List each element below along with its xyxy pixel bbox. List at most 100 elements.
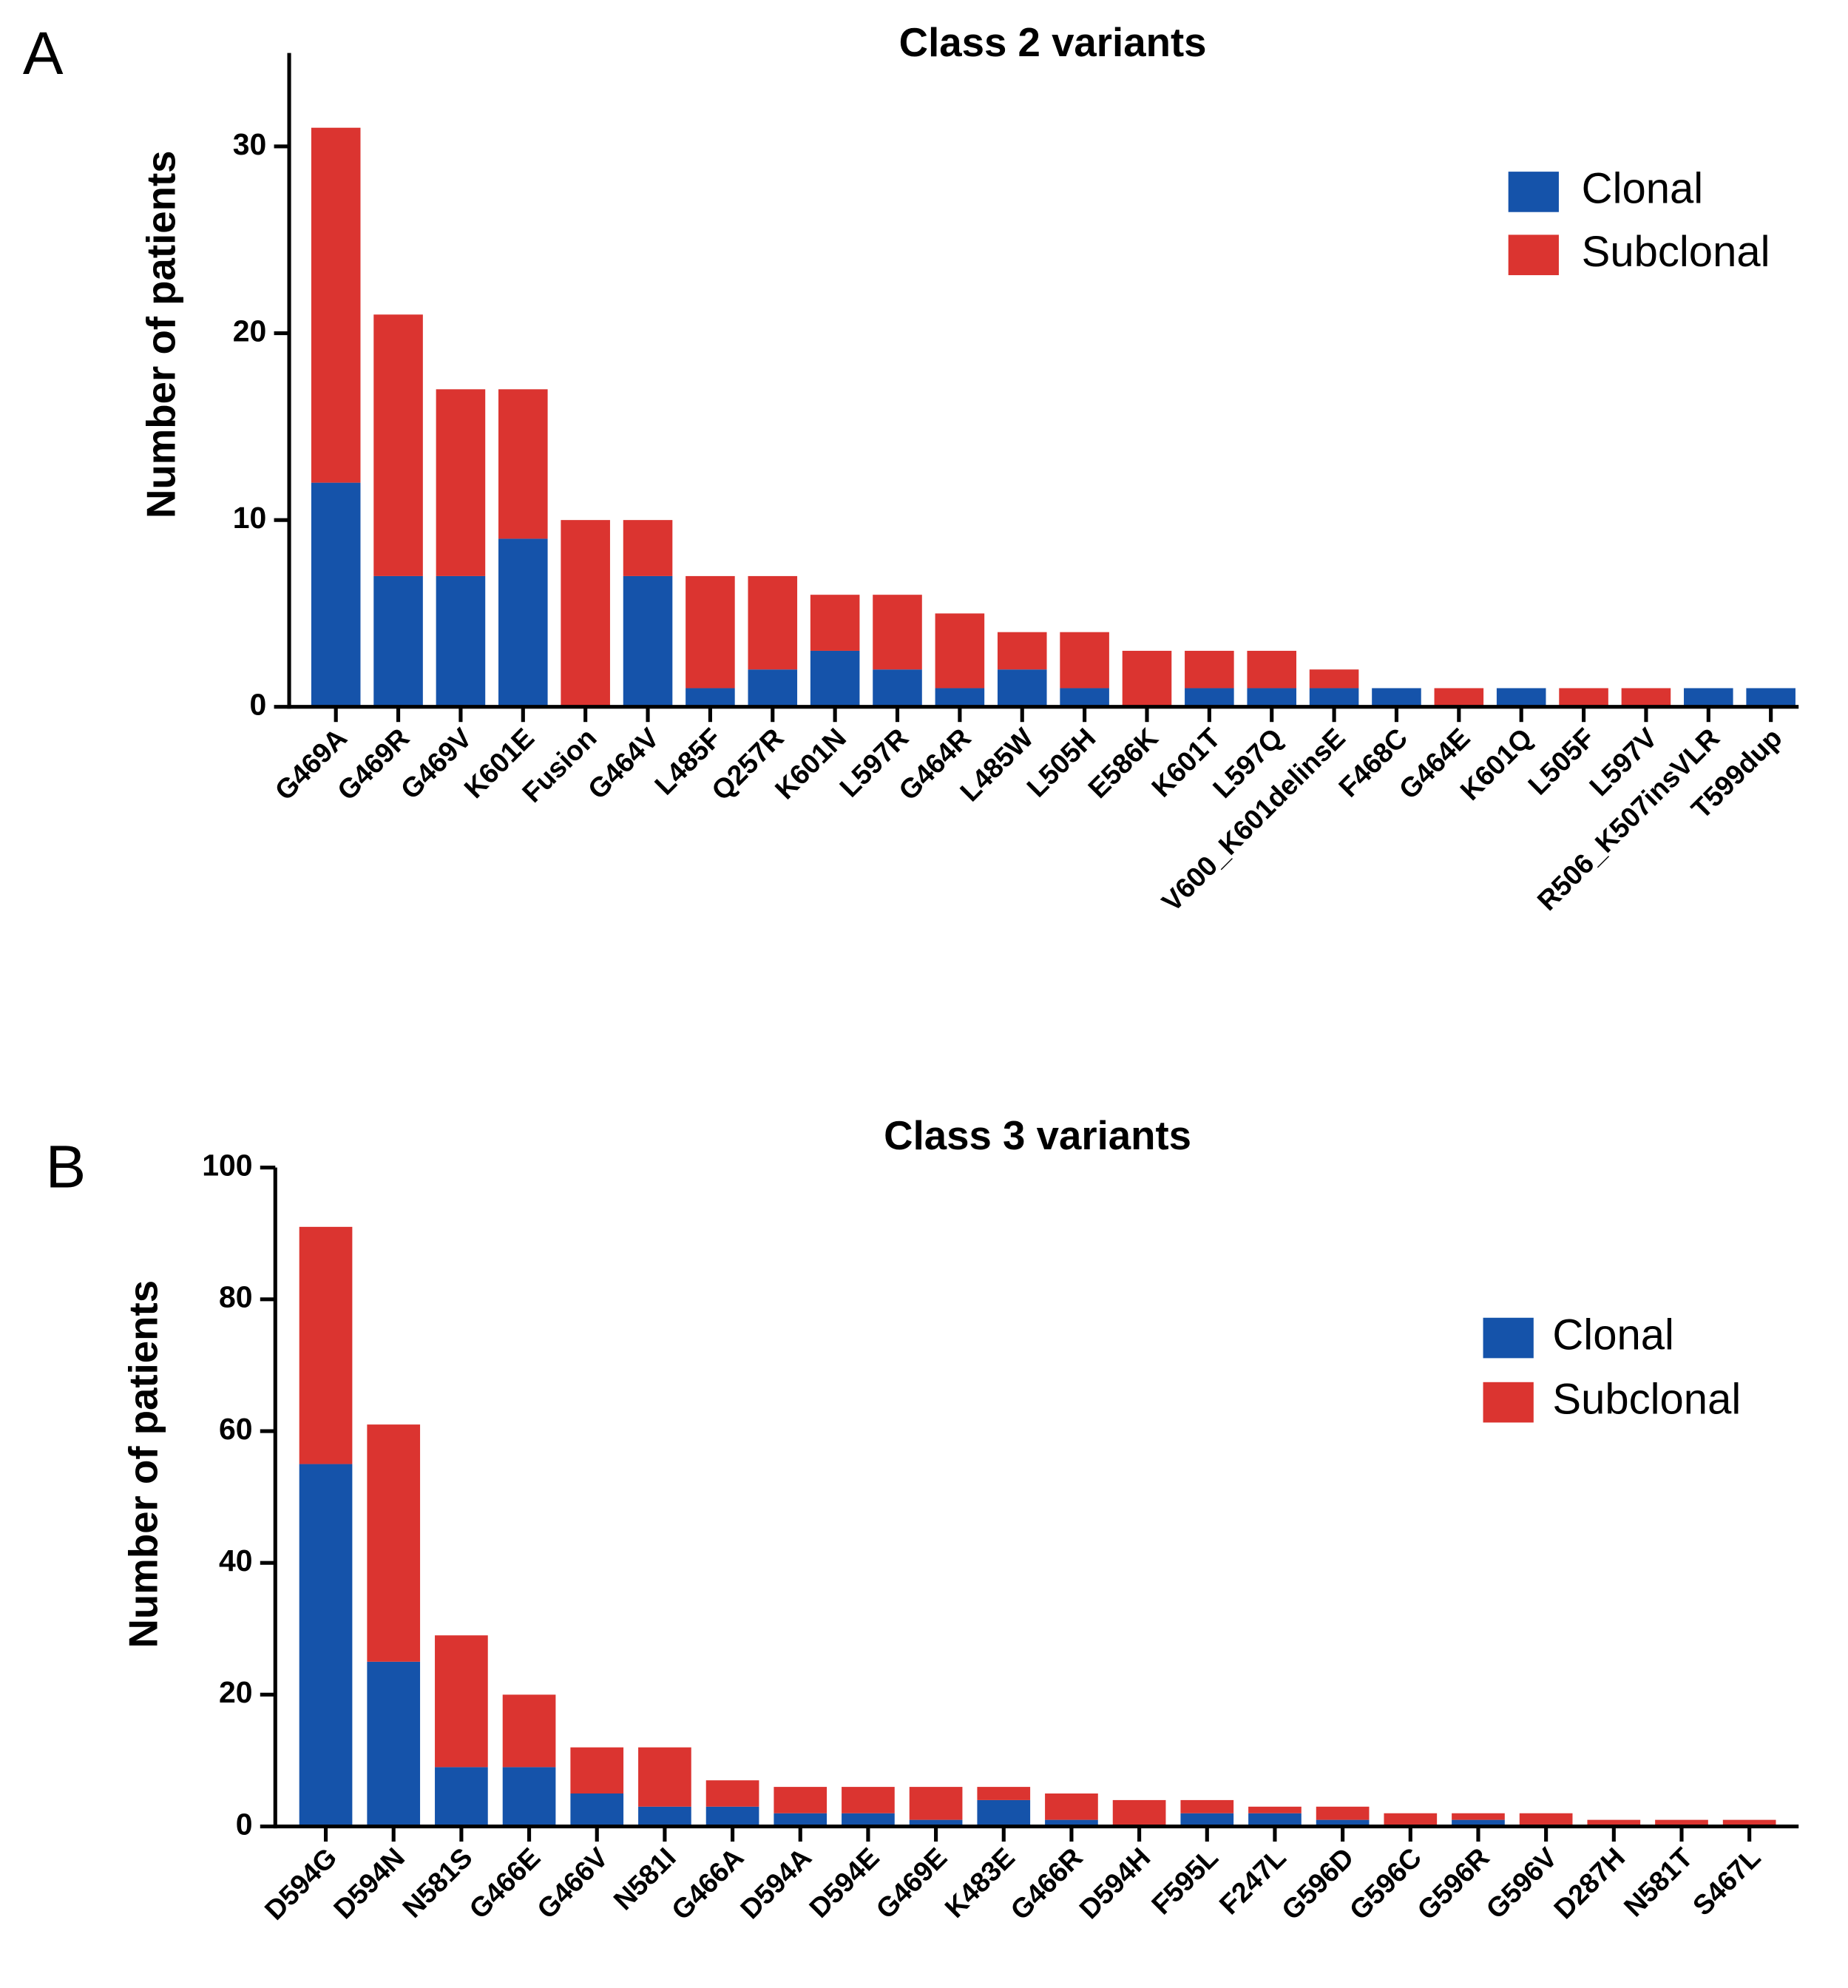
bar-segment	[997, 669, 1047, 707]
bar-segment	[977, 1787, 1031, 1800]
x-tick-label: D594A	[734, 1842, 817, 1924]
y-axis-label: Number of patients	[139, 150, 184, 518]
x-tick-label: G596V	[1480, 1842, 1563, 1924]
bar-segment	[1384, 1813, 1438, 1827]
bar-segment	[935, 613, 985, 689]
x-tick-label: D594H	[1073, 1842, 1156, 1924]
bar-segment	[373, 575, 423, 707]
x-tick-label: D594G	[259, 1842, 343, 1926]
bar-segment	[1587, 1819, 1641, 1827]
chart-title: Class 3 variants	[884, 1113, 1191, 1158]
bar-segment	[774, 1813, 827, 1827]
bar-segment	[1185, 650, 1234, 689]
bar-segment	[1180, 1813, 1234, 1827]
bar-segment	[1248, 1813, 1302, 1827]
x-tick-label: G596R	[1411, 1842, 1495, 1926]
bar-segment	[299, 1226, 353, 1464]
bar-segment	[638, 1806, 691, 1827]
x-tick-label: L505F	[1522, 722, 1600, 800]
bar-segment	[1452, 1819, 1505, 1827]
bar-segment	[1559, 688, 1608, 707]
bar-segment	[311, 127, 361, 483]
x-tick-label: D594E	[803, 1842, 885, 1924]
x-tick-label: E586K	[1082, 722, 1164, 804]
bar-segment	[435, 1767, 488, 1827]
bar-segment	[1309, 669, 1359, 689]
bar-segment	[1746, 688, 1795, 707]
x-tick-label: K601N	[769, 722, 852, 805]
bar-segment	[623, 575, 673, 707]
x-tick-label: G469E	[870, 1842, 952, 1924]
bar-segment	[748, 575, 798, 670]
bar-segment	[1519, 1813, 1573, 1827]
y-tick-label: 100	[202, 1148, 252, 1182]
bar-segment	[1248, 1806, 1302, 1813]
x-tick-label: G596C	[1343, 1842, 1427, 1926]
bar-segment	[570, 1747, 624, 1794]
bar-segment	[561, 520, 610, 707]
y-tick-label: 0	[250, 688, 267, 722]
bar-segment	[373, 314, 423, 576]
x-tick-label: L505H	[1021, 722, 1101, 802]
bar-segment	[977, 1799, 1031, 1827]
legend-label: Subclonal	[1582, 228, 1770, 276]
bar-segment	[774, 1787, 827, 1813]
bar-segment	[435, 1635, 488, 1768]
bar-segment	[1722, 1819, 1776, 1827]
y-tick-label: 30	[233, 127, 267, 161]
bar-segment	[1180, 1799, 1234, 1813]
bar-segment	[367, 1424, 421, 1662]
x-tick-label: G596D	[1276, 1842, 1360, 1926]
bar-segment	[935, 688, 985, 707]
bar-segment	[498, 389, 548, 539]
bar-segment	[638, 1747, 691, 1807]
bar-segment	[810, 650, 860, 707]
bar-segment	[686, 575, 735, 689]
bar-segment	[1185, 688, 1234, 707]
bar-segment	[873, 669, 922, 707]
bar-segment	[436, 389, 486, 576]
bar-segment	[1621, 688, 1671, 707]
bar-segment	[1060, 688, 1109, 707]
bar-segment	[873, 595, 922, 670]
y-tick-label: 0	[236, 1807, 253, 1841]
bar-segment	[1122, 650, 1172, 707]
bar-segment	[1316, 1806, 1370, 1820]
bar-segment	[1112, 1799, 1166, 1827]
x-tick-label: G466V	[531, 1842, 614, 1924]
bar-segment	[299, 1464, 353, 1827]
bar-segment	[1309, 688, 1359, 707]
panel-label: A	[23, 20, 64, 87]
x-tick-label: G466A	[666, 1842, 750, 1926]
legend-swatch	[1483, 1317, 1534, 1359]
x-tick-label: S467L	[1687, 1842, 1767, 1921]
bar-segment	[1247, 650, 1297, 689]
bar-segment	[1247, 688, 1297, 707]
y-axis-label: Number of patients	[121, 1280, 166, 1649]
bar-segment	[1452, 1813, 1505, 1820]
legend-swatch	[1508, 172, 1559, 212]
bar-segment	[1316, 1819, 1370, 1827]
x-tick-label: N581T	[1618, 1842, 1699, 1922]
y-tick-label: 40	[219, 1544, 253, 1578]
bar-segment	[1434, 688, 1484, 707]
legend-label: Clonal	[1582, 165, 1703, 213]
x-tick-label: G466E	[463, 1842, 546, 1924]
bar-segment	[1045, 1819, 1098, 1827]
y-tick-label: 20	[219, 1675, 253, 1709]
bar-segment	[842, 1787, 895, 1813]
panel-label: B	[46, 1133, 87, 1200]
x-tick-label: G464V	[582, 722, 665, 805]
x-tick-label: G466R	[1004, 1842, 1089, 1926]
legend-label: Subclonal	[1552, 1375, 1741, 1423]
bar-segment	[1496, 688, 1546, 707]
bar-segment	[502, 1767, 556, 1827]
x-tick-label: D594N	[328, 1842, 410, 1924]
bar-segment	[705, 1806, 759, 1827]
bar-segment	[570, 1793, 624, 1827]
chart-title: Class 2 variants	[899, 20, 1207, 65]
bar-segment	[498, 538, 548, 707]
x-tick-label: N581S	[396, 1842, 478, 1924]
y-tick-label: 20	[233, 314, 267, 348]
